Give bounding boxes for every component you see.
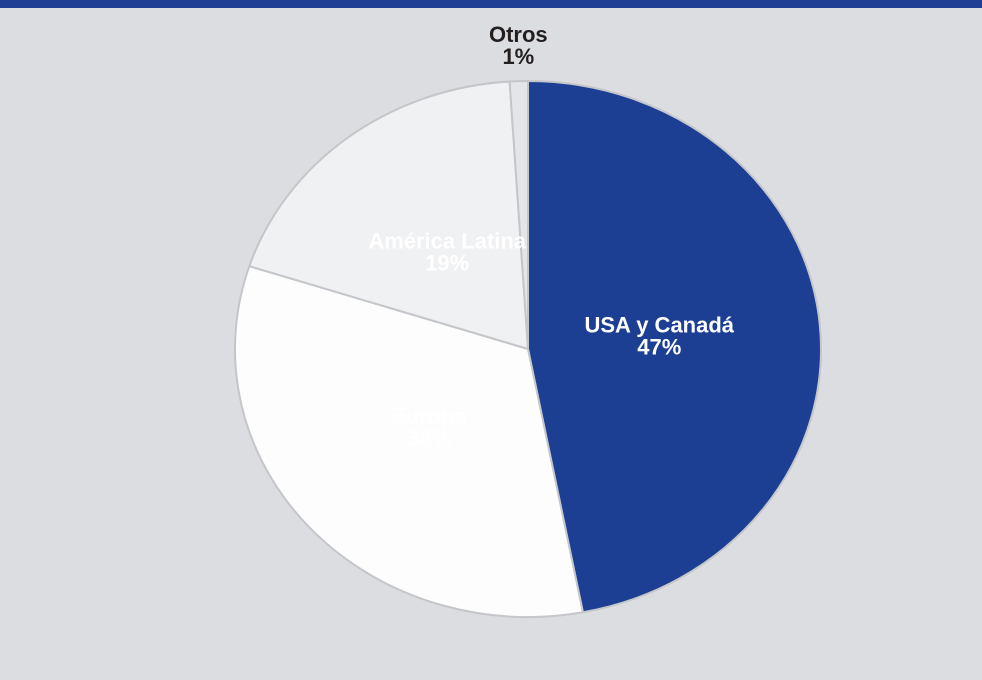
pie-slice [234, 264, 585, 618]
slice-value-label: 19% [425, 251, 469, 276]
slice-value-label: 47% [637, 334, 681, 359]
slice-label: América Latina [368, 229, 526, 254]
slice-value-label: 33% [407, 426, 451, 451]
pie-slice [527, 79, 822, 614]
slice-value-label: 1% [502, 44, 534, 69]
slice-label: USA y Canadá [584, 312, 734, 337]
top-bar [0, 0, 982, 8]
pie-slice [508, 79, 529, 350]
slice-label: Europa [391, 404, 468, 429]
slice-label: Otros [489, 22, 548, 47]
pie-slice [248, 80, 530, 351]
